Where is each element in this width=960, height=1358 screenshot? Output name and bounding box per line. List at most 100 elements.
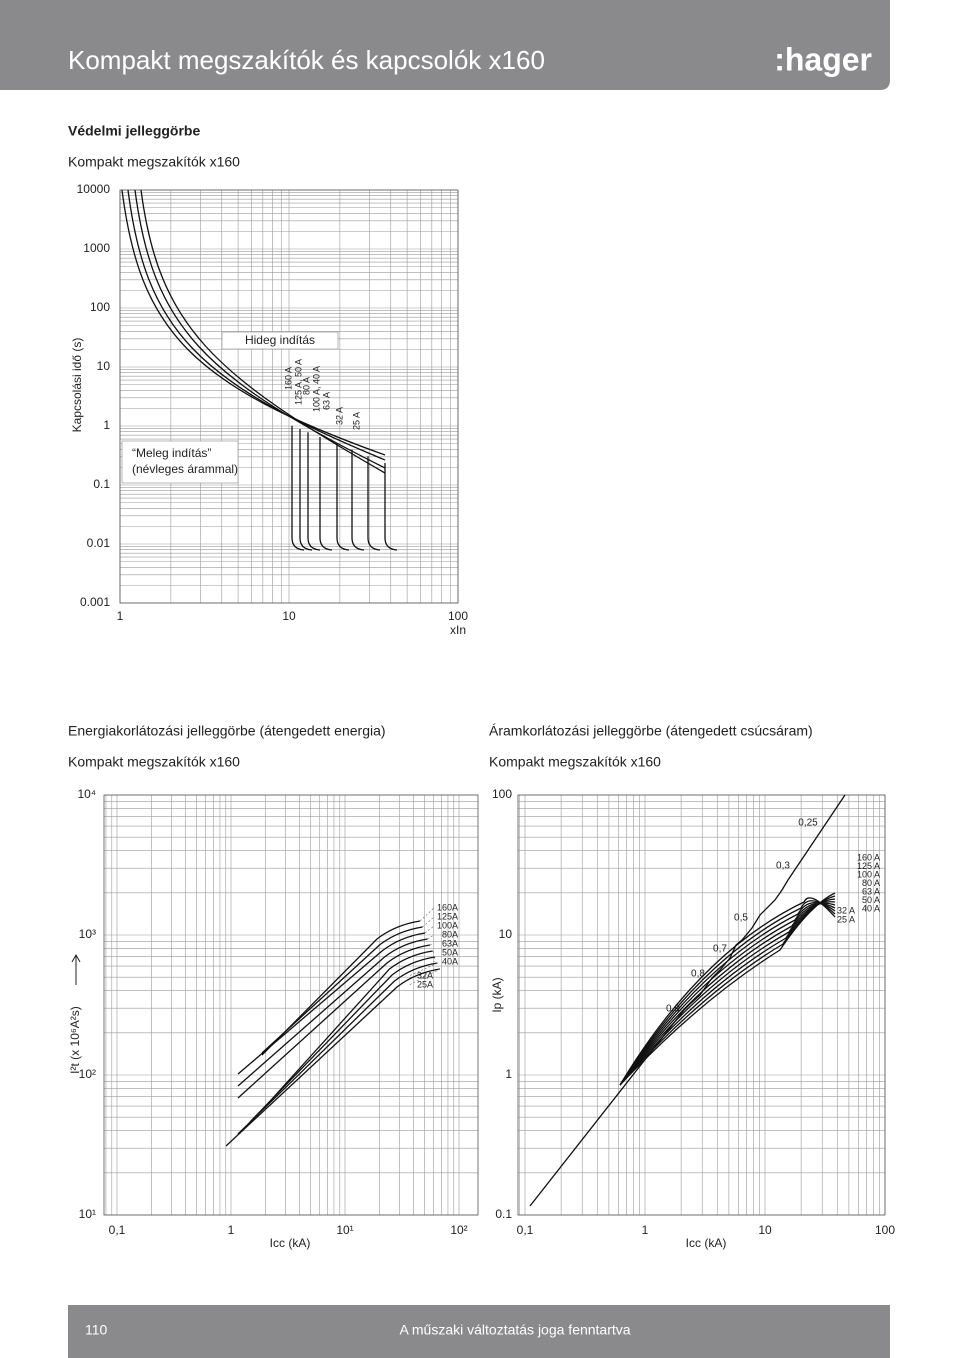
- x-axis-label: xIn: [450, 623, 466, 637]
- y-tick-label: 10000: [77, 182, 111, 196]
- curve-label: 160 A: [857, 852, 880, 862]
- cos-label: 0,3: [776, 861, 790, 872]
- arrow: [71, 953, 81, 985]
- cos-label: 0,8: [691, 969, 705, 980]
- curve-label: 32 A: [837, 905, 855, 915]
- annotation: “Meleg indítás”: [132, 446, 211, 460]
- footer-band: [68, 1305, 890, 1358]
- x-tick-label: 1: [642, 1223, 649, 1237]
- curve: [367, 456, 381, 551]
- curve: [336, 443, 350, 551]
- curve-label: 63 A: [862, 886, 880, 896]
- y-tick-label: 10²: [79, 1067, 96, 1081]
- curve: [237, 938, 428, 1087]
- curve-label: 40A: [442, 956, 458, 966]
- curve: [351, 449, 365, 551]
- header-title: Kompakt megszakítók és kapcsolók x160: [68, 45, 545, 75]
- curve: [140, 189, 386, 474]
- y-tick-label: 10⁴: [77, 787, 96, 801]
- plot-frame: [119, 189, 459, 604]
- curve: [237, 932, 426, 1075]
- curve: [127, 189, 386, 461]
- y-tick-label: 1: [505, 1067, 512, 1081]
- logo: :hager: [774, 41, 872, 77]
- y-tick-label: 0.01: [87, 536, 111, 550]
- y-tick-label: 100: [492, 787, 512, 801]
- y-tick-label: 1000: [83, 241, 110, 255]
- section-subheading: Kompakt megszakítók x160: [489, 754, 661, 770]
- curve: [619, 892, 836, 1086]
- y-tick-label: 10³: [79, 927, 96, 941]
- curve-label: 50A: [442, 947, 458, 957]
- y-tick-label: 100: [90, 300, 110, 314]
- plot-frame: [103, 794, 479, 1216]
- curve: [529, 794, 846, 1207]
- y-axis-label: Ip (kA): [490, 977, 504, 1012]
- curve: [619, 897, 836, 1086]
- curve-label: 63A: [442, 938, 458, 948]
- leader-line: [424, 925, 435, 934]
- y-axis-label: Kapcsolási idő (s): [70, 338, 84, 433]
- curve-label: 25 A: [351, 412, 361, 430]
- curve-label: 25 A: [837, 914, 855, 924]
- x-tick-label: 10¹: [336, 1223, 353, 1237]
- leader-line: [408, 968, 441, 986]
- curve: [291, 425, 305, 551]
- x-tick-label: 1: [117, 609, 124, 623]
- leader-line: [422, 916, 435, 928]
- curve: [307, 432, 321, 551]
- curve: [225, 968, 441, 1147]
- plot-frame: [517, 794, 886, 1216]
- curve-label: 100A: [437, 920, 458, 930]
- curve: [299, 429, 313, 551]
- section-heading: Áramkorlátozási jelleggörbe (átengedett …: [489, 723, 813, 739]
- footer-note: A műszaki változtatás joga fenntartva: [399, 1322, 630, 1338]
- x-tick-label: 10²: [450, 1223, 467, 1237]
- curve: [261, 920, 421, 1056]
- curve-label: 40 A: [862, 903, 880, 913]
- curve: [384, 463, 398, 551]
- curve-label: 125 A: [857, 861, 880, 871]
- annotation-box: [221, 331, 339, 350]
- annotation-box: [121, 440, 239, 484]
- y-axis-label: I²t (x 10⁶A²s): [68, 1006, 82, 1074]
- curve-label: 80A: [442, 929, 458, 939]
- curve: [619, 898, 836, 1086]
- leader-line: [433, 956, 436, 963]
- curve: [237, 944, 431, 1099]
- curve: [619, 902, 836, 1086]
- curve-label: 25A: [417, 979, 433, 989]
- section-subheading: Kompakt megszakítók x160: [68, 154, 240, 170]
- curve-label: 32 A: [334, 407, 344, 425]
- cos-label: 0,5: [734, 913, 748, 924]
- curve-label: 80 A: [301, 377, 311, 395]
- annotation: (névleges árammal): [132, 462, 238, 476]
- curve: [121, 189, 386, 456]
- curve: [261, 926, 423, 1054]
- curve: [319, 437, 333, 551]
- curve: [619, 901, 836, 1086]
- x-axis-label: Icc (kA): [686, 1236, 727, 1250]
- x-axis-label: Icc (kA): [270, 1236, 311, 1250]
- curve-label: 80 A: [862, 878, 880, 888]
- curve-label: 100 A, 40 A: [311, 366, 321, 412]
- y-tick-label: 10: [97, 359, 111, 373]
- section-heading: Védelmi jelleggörbe: [68, 123, 200, 139]
- header-band: [0, 0, 890, 90]
- page-number: 110: [85, 1322, 108, 1338]
- leader-line: [419, 907, 435, 922]
- curve: [619, 902, 836, 1086]
- y-tick-label: 10: [499, 927, 513, 941]
- curve: [249, 956, 436, 1123]
- x-tick-label: 0,1: [109, 1223, 126, 1237]
- y-tick-label: 1: [103, 418, 110, 432]
- cos-label: 0,25: [798, 818, 818, 829]
- curve: [261, 950, 433, 1111]
- curve: [619, 902, 836, 1086]
- leader-line: [408, 962, 438, 977]
- section-subheading: Kompakt megszakítók x160: [68, 754, 240, 770]
- x-tick-label: 1: [228, 1223, 235, 1237]
- y-tick-label: 0.1: [495, 1207, 512, 1221]
- curve-label: 160 A: [283, 367, 293, 390]
